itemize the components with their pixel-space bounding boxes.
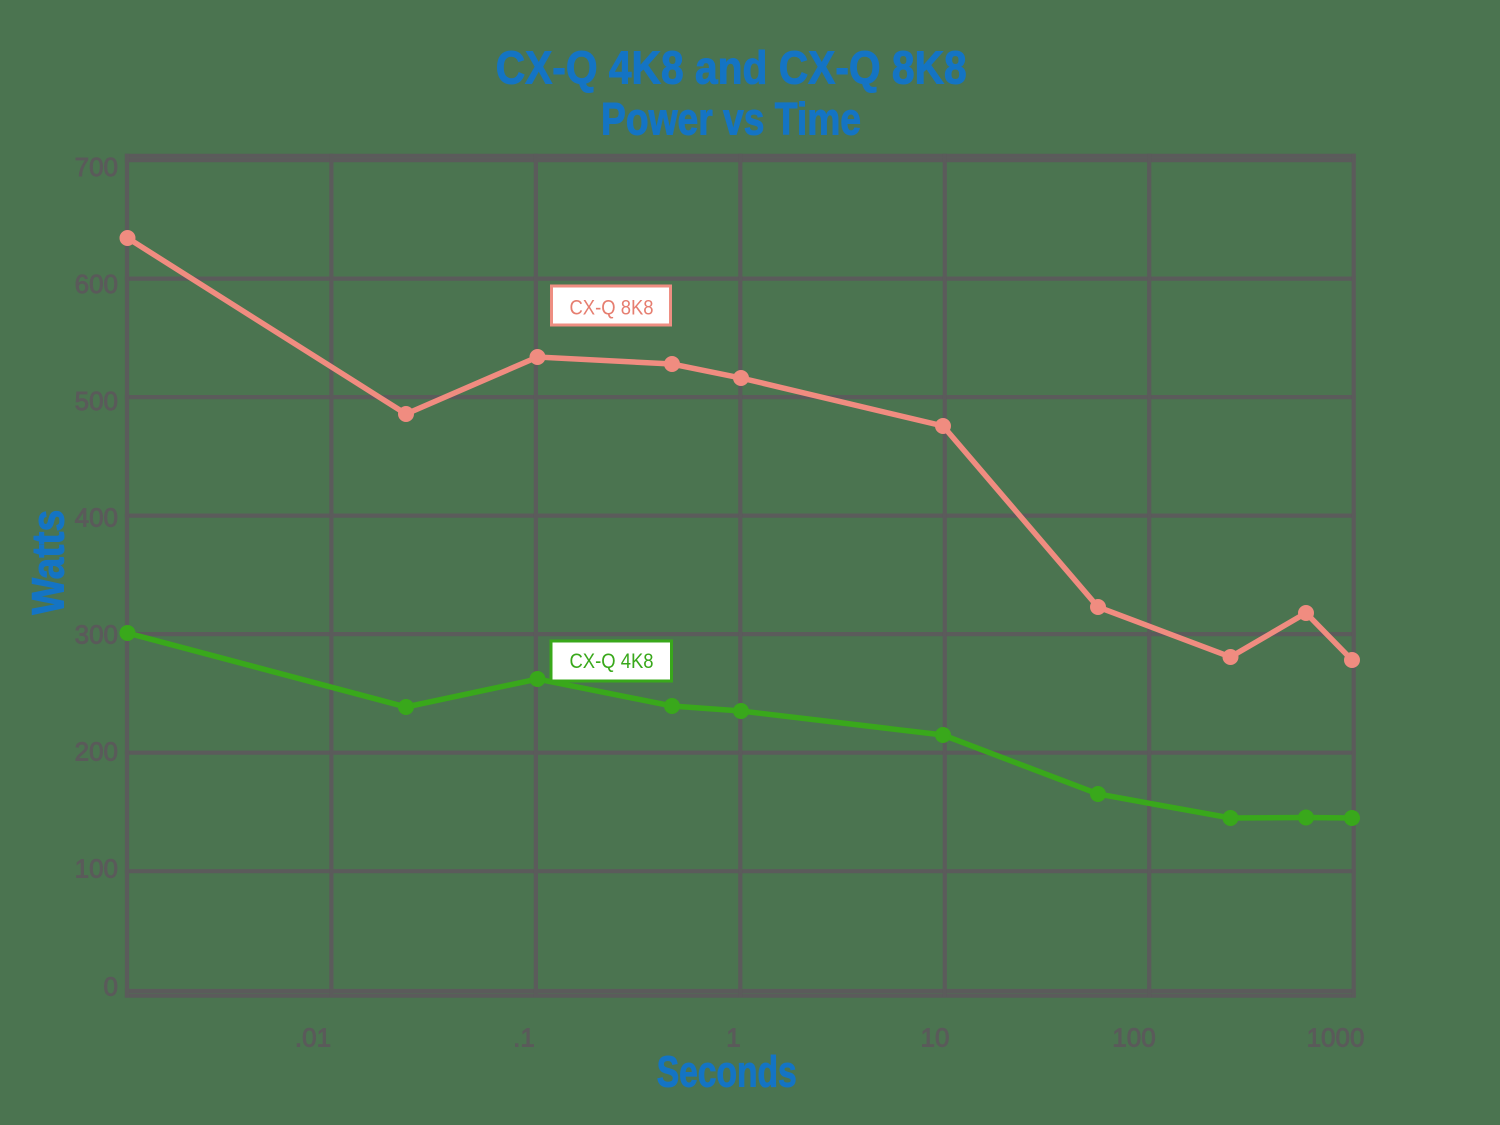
svg-text:Power vs Time: Power vs Time: [601, 94, 861, 145]
svg-text:CX-Q 4K8 and CX-Q 8K8: CX-Q 4K8 and CX-Q 8K8: [496, 42, 967, 94]
svg-text:700: 700: [75, 152, 118, 182]
svg-text:.01: .01: [295, 1023, 331, 1053]
svg-text:0: 0: [104, 972, 118, 1002]
svg-text:1: 1: [726, 1023, 740, 1053]
svg-text:CX-Q 4K8: CX-Q 4K8: [570, 650, 654, 673]
svg-text:300: 300: [75, 620, 118, 650]
svg-text:Watts: Watts: [23, 510, 74, 615]
svg-text:10: 10: [921, 1023, 950, 1053]
svg-text:500: 500: [75, 386, 118, 416]
svg-text:1000: 1000: [1307, 1023, 1365, 1053]
svg-text:600: 600: [75, 269, 118, 299]
svg-text:200: 200: [75, 737, 118, 767]
svg-text:100: 100: [1112, 1023, 1155, 1053]
svg-text:CX-Q 8K8: CX-Q 8K8: [570, 297, 654, 320]
svg-text:.1: .1: [513, 1023, 535, 1053]
svg-text:400: 400: [75, 503, 118, 533]
svg-text:100: 100: [75, 854, 118, 884]
svg-text:Seconds: Seconds: [657, 1047, 797, 1096]
